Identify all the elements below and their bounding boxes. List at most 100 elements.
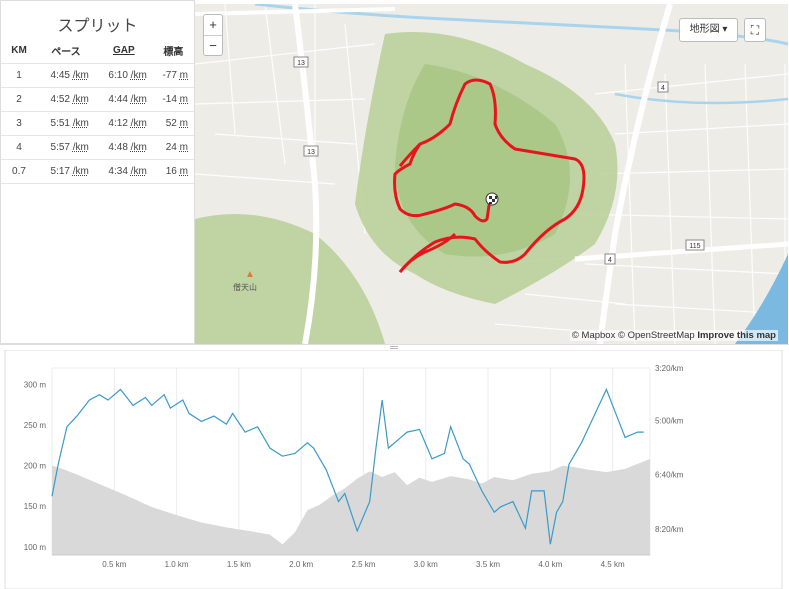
pace-unit: /km — [72, 117, 89, 129]
split-km-value: 0.7 — [12, 165, 26, 177]
gap-unit: /km — [130, 165, 147, 177]
x-tick-label: 2.5 km — [351, 560, 375, 569]
col-pace: ペース — [51, 47, 81, 59]
right-tick-label: 8:20/km — [655, 525, 684, 534]
split-gap-value: 4:12 — [108, 117, 128, 129]
route-line — [393, 78, 586, 273]
split-km-value: 2 — [16, 93, 22, 105]
splits-title: スプリット — [57, 16, 138, 35]
zoom-control: + − — [203, 14, 223, 56]
right-tick-label: 5:00/km — [655, 416, 684, 425]
zoom-in-button[interactable]: + — [209, 17, 217, 32]
split-pace: 5:57 /km — [37, 134, 95, 159]
split-row: 4 5:57 /km 4:48 /km 24 m — [1, 134, 194, 159]
elev-unit: m — [179, 93, 188, 105]
y-tick-label: 300 m — [24, 380, 47, 389]
split-gap-value: 4:48 — [108, 141, 128, 153]
split-km-value: 4 — [16, 141, 22, 153]
split-gap: 4:44 /km — [94, 86, 153, 111]
elev-unit: m — [179, 117, 188, 129]
split-elev: -14 m — [152, 86, 194, 111]
pace-unit: /km — [72, 141, 89, 153]
split-elev-value: -77 — [162, 69, 177, 81]
split-elev-value: -14 — [162, 93, 177, 105]
right-tick-label: 6:40/km — [655, 471, 684, 480]
route-spur — [398, 142, 422, 167]
split-km: 1 — [1, 62, 37, 87]
shield-4-b: 4 — [608, 257, 612, 264]
route-map[interactable]: 13 13 4 4 115 ▲ 僧天山 + − 地形図 ▾ ⛶ — [195, 4, 788, 344]
x-tick-label: 1.0 km — [165, 560, 189, 569]
elev-unit: m — [179, 165, 188, 177]
street-grid — [195, 4, 788, 344]
map-attribution: © Mapbox © OpenStreetMap Improve this ma… — [569, 330, 778, 341]
col-km: KM — [11, 45, 27, 57]
split-gap: 4:48 /km — [94, 134, 153, 159]
split-pace-value: 4:45 — [50, 69, 70, 81]
resize-handle-icon[interactable] — [390, 346, 398, 349]
hill-west — [195, 214, 385, 344]
attribution-mapbox[interactable]: © Mapbox — [571, 330, 616, 341]
elevation-pace-chart[interactable]: 0.5 km 1.0 km 1.5 km 2.0 km 2.5 km 3.0 km 3.5 … — [0, 350, 789, 589]
split-pace: 4:52 /km — [37, 86, 95, 111]
split-pace: 5:51 /km — [37, 110, 95, 135]
col-gap[interactable]: GAP — [113, 45, 135, 57]
fullscreen-icon: ⛶ — [750, 23, 760, 37]
split-gap: 6:10 /km — [94, 62, 153, 87]
split-elev: 16 m — [152, 158, 194, 184]
split-gap: 4:34 /km — [94, 158, 153, 184]
split-km: 0.7 — [1, 158, 37, 184]
split-elev-value: 52 — [165, 117, 177, 129]
split-km: 3 — [1, 110, 37, 135]
hill-inner — [395, 64, 570, 257]
map-canvas[interactable]: 13 13 4 4 115 ▲ 僧天山 — [195, 4, 788, 344]
pace-unit: /km — [72, 93, 89, 105]
split-gap-value: 6:10 — [108, 69, 128, 81]
y-tick-label: 100 m — [24, 543, 47, 552]
split-gap-value: 4:34 — [108, 165, 128, 177]
col-elev: 標高 — [163, 47, 184, 59]
x-tick-label: 4.0 km — [538, 560, 562, 569]
split-row: 3 5:51 /km 4:12 /km 52 m — [1, 110, 194, 135]
x-tick-label: 3.0 km — [414, 560, 438, 569]
split-gap: 4:12 /km — [94, 110, 153, 135]
finish-flag-icon — [485, 192, 499, 206]
pace-unit: /km — [72, 165, 89, 177]
x-tick-label: 2.0 km — [289, 560, 313, 569]
panel-divider[interactable] — [0, 344, 789, 350]
y-tick-label: 200 m — [24, 462, 47, 471]
road-13 — [292, 4, 320, 344]
split-gap-value: 4:44 — [108, 93, 128, 105]
split-km: 2 — [1, 86, 37, 111]
route-shields: 13 13 4 4 115 — [293, 56, 705, 265]
elevation-area — [52, 459, 650, 555]
split-km-value: 1 — [16, 69, 22, 81]
map-type-label: 地形図 — [689, 24, 720, 35]
road-4 — [597, 4, 673, 344]
split-elev: 24 m — [152, 134, 194, 159]
shield-13-a: 13 — [297, 60, 305, 67]
y-tick-label: 250 m — [24, 421, 47, 430]
attribution-osm[interactable]: © OpenStreetMap — [617, 330, 695, 341]
route-line-start — [398, 232, 457, 273]
elev-unit: m — [179, 69, 188, 81]
split-pace: 5:17 /km — [37, 158, 95, 184]
improve-map-link[interactable]: Improve this map — [697, 330, 776, 341]
split-row: 2 4:52 /km 4:44 /km -14 m — [1, 86, 194, 111]
split-elev-value: 24 — [165, 141, 177, 153]
split-pace-value: 4:52 — [50, 93, 70, 105]
river-east — [614, 92, 788, 105]
gap-unit: /km — [130, 93, 147, 105]
splits-panel: スプリット KM ペース GAP 標高 1 4:45 /km 6:10 /km -77… — [0, 0, 195, 344]
zoom-out-button[interactable]: − — [204, 35, 222, 55]
fullscreen-button[interactable]: ⛶ — [744, 18, 766, 42]
x-tick-label: 1.5 km — [227, 560, 251, 569]
x-tick-label: 3.5 km — [476, 560, 500, 569]
map-type-dropdown[interactable]: 地形図 ▾ — [679, 18, 738, 42]
split-pace: 4:45 /km — [37, 62, 95, 87]
x-tick-label: 4.5 km — [601, 560, 625, 569]
gap-unit: /km — [130, 69, 147, 81]
shield-115: 115 — [689, 243, 700, 250]
split-pace-value: 5:57 — [50, 141, 70, 153]
gap-unit: /km — [130, 117, 147, 129]
